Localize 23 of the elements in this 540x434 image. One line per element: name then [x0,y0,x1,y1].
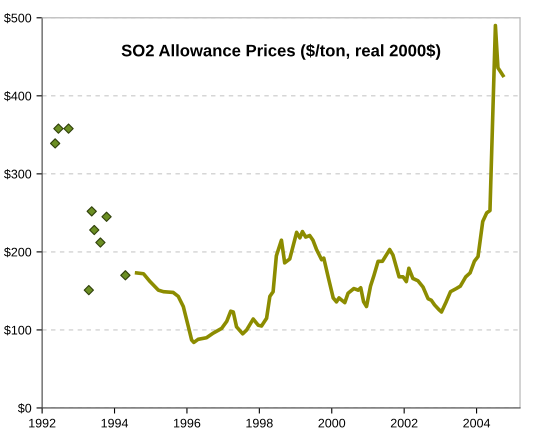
point [53,123,64,134]
point [95,237,106,248]
point [101,212,112,222]
x-tick-label: 1996 [174,418,200,428]
point [50,138,60,149]
text: SO2 Allowance Prices ($/ton, real 2000$) [122,44,440,60]
point [89,224,100,236]
y-tick-label: $0 [18,403,32,414]
point [120,270,131,280]
x-tick-label: 2004 [463,418,490,428]
x-tick-label: 2002 [390,418,418,428]
y-tick-label: $500 [4,13,32,24]
y-tick-label: $100 [4,325,32,336]
point [84,284,94,296]
point [63,123,74,134]
x-tick-label: 1992 [29,418,56,428]
x-tick-label: 1998 [246,418,273,428]
x-tick-label: 1994 [102,418,128,428]
y-tick-label: $400 [4,91,32,102]
y-tick-label: $200 [4,247,32,258]
x-tick-label: 2000 [318,418,346,428]
y-tick-label: $300 [4,169,32,180]
point [86,206,97,216]
